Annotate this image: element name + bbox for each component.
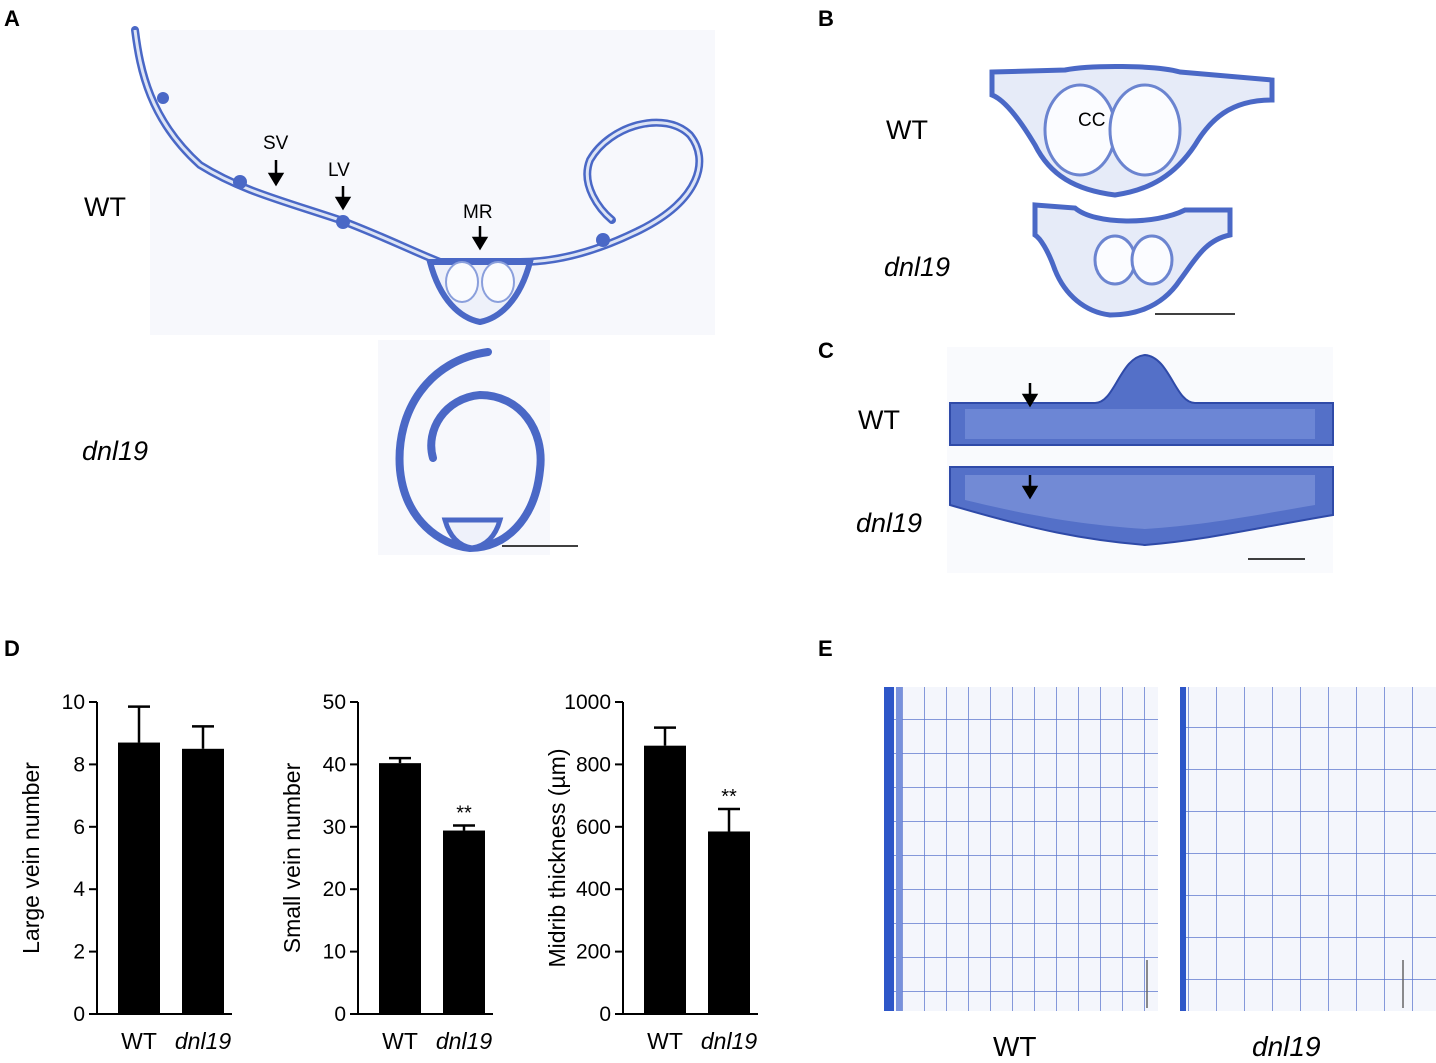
wt-midrib-cavity-left: [445, 261, 479, 303]
panel-b-dnl19-label: dnl19: [884, 252, 951, 282]
wt-midrib-cavity-right: [481, 261, 515, 303]
significance-2-1: **: [721, 786, 737, 808]
dnl19-midrib: [441, 517, 504, 551]
x-tick-label-1-0: WT: [382, 1028, 418, 1054]
panel-c-micrographs: [947, 347, 1334, 573]
y-tick-label-2-1: 200: [576, 941, 611, 964]
x-tick-label-0-0: WT: [121, 1028, 157, 1054]
y-axis-label-1: Small vein number: [279, 762, 305, 953]
panel-b-wt-label: WT: [886, 115, 928, 145]
y-tick-label-1-1: 10: [323, 941, 346, 964]
panel-label-d: D: [4, 636, 20, 661]
y-axis-label-0: Large vein number: [18, 762, 44, 954]
bar-2-0: [644, 745, 686, 1014]
bar-1-1: [443, 830, 485, 1014]
wt-leaf-blade-inner: [133, 29, 701, 264]
arrow-dnl19-c: [1021, 475, 1039, 500]
panel-c-dnl19-label: dnl19: [856, 508, 923, 538]
arrow-mr: [471, 226, 489, 251]
x-tick-label-1-1: dnl19: [436, 1028, 492, 1054]
panel-e-wt-label: WT: [993, 1031, 1037, 1062]
y-tick-label-0-2: 4: [73, 878, 85, 901]
y-tick-label-2-2: 400: [576, 878, 611, 901]
y-axis-label-2: Midrib thickness (µm): [544, 748, 570, 967]
y-tick-label-2-4: 800: [576, 753, 611, 776]
panel-label-b: B: [818, 6, 834, 31]
x-tick-label-2-1: dnl19: [701, 1028, 757, 1054]
annotation-cc: CC: [1078, 110, 1106, 131]
y-tick-label-0-0: 0: [73, 1003, 85, 1026]
panel-a-dnl19-label: dnl19: [82, 436, 149, 466]
dnl19-cavity-left: [1093, 234, 1137, 286]
panel-e-micrographs: [884, 687, 1436, 1011]
panel-label-c: C: [818, 338, 834, 363]
x-tick-label-2-0: WT: [647, 1028, 683, 1054]
bar-0-1: [182, 748, 224, 1014]
panel-a-wt-label: WT: [84, 192, 126, 222]
panel-label-e: E: [818, 636, 833, 661]
y-tick-label-2-5: 1000: [564, 691, 611, 714]
x-tick-label-0-1: dnl19: [175, 1028, 231, 1054]
y-tick-label-1-4: 40: [323, 753, 346, 776]
y-tick-label-2-3: 600: [576, 816, 611, 839]
annotation-mr: MR: [463, 202, 493, 223]
panel-e-dnl19-label: dnl19: [1252, 1031, 1321, 1062]
arrow-wt-c: [1021, 383, 1039, 408]
panel-b-micrographs: [989, 63, 1275, 318]
y-tick-label-1-5: 50: [323, 691, 346, 714]
panel-c-wt-label: WT: [858, 405, 900, 435]
significance-1-1: **: [456, 803, 472, 825]
wt-longitudinal-section: [884, 687, 1158, 1011]
annotation-sv: SV: [263, 133, 289, 154]
panel-label-a: A: [4, 6, 20, 31]
dnl19-rolled-blade: [395, 348, 545, 553]
y-tick-label-2-0: 0: [599, 1003, 611, 1026]
panel-d-bar-charts: 0 2 4 6 8 10 Large vein number WT dnl19 0 10 20 30 40…: [18, 691, 758, 1054]
bar-0-0: [118, 742, 160, 1014]
y-tick-label-1-0: 0: [334, 1003, 346, 1026]
bar-1-0: [379, 763, 421, 1014]
dnl19-cavity-right: [1130, 234, 1174, 286]
wt-cavity-right: [1108, 83, 1182, 177]
arrow-lv: [334, 186, 352, 211]
y-tick-label-0-4: 8: [73, 753, 85, 776]
y-tick-label-0-1: 2: [73, 941, 85, 964]
annotation-lv: LV: [328, 160, 350, 181]
y-tick-label-1-2: 20: [323, 878, 346, 901]
bar-2-1: [708, 831, 750, 1014]
arrow-sv: [267, 160, 285, 187]
panel-a-micrographs: [131, 26, 715, 555]
y-tick-label-0-5: 10: [62, 691, 85, 714]
y-tick-label-0-3: 6: [73, 816, 85, 839]
dnl19-longitudinal-section: [1180, 687, 1436, 1011]
y-tick-label-1-3: 30: [323, 816, 346, 839]
